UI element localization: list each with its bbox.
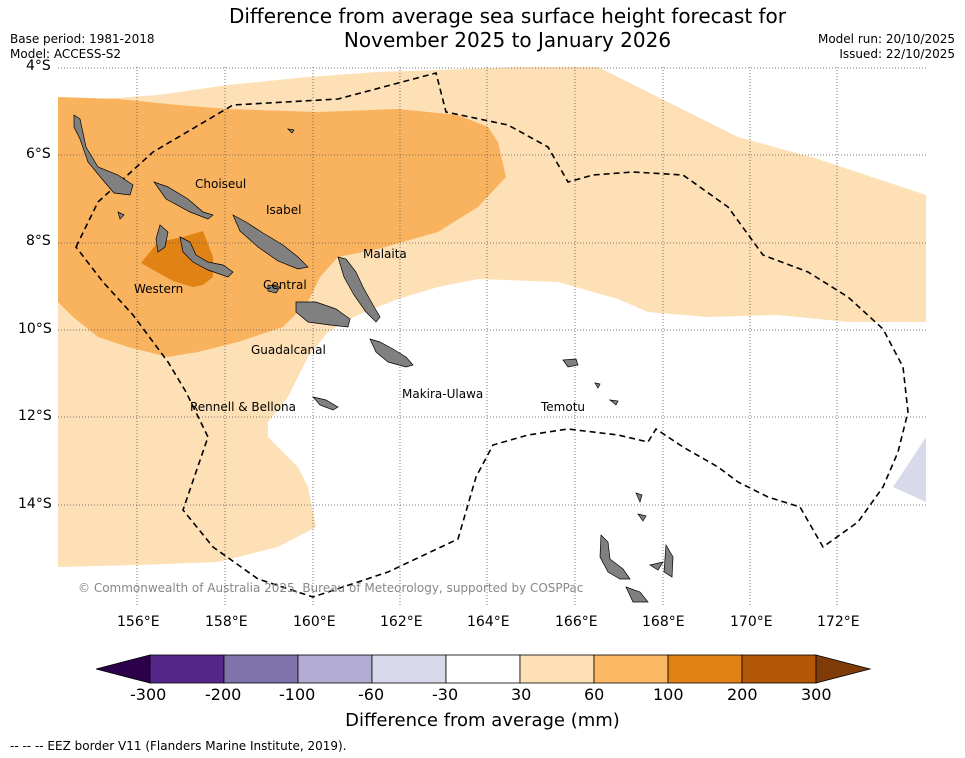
colorbar-swatch-1 <box>223 654 299 684</box>
colorbar-swatch-0 <box>149 654 225 684</box>
island-malaita <box>337 256 381 323</box>
meta-right: Model run: 20/10/2025 Issued: 22/10/2025 <box>818 32 955 62</box>
island-florida <box>267 284 281 294</box>
island-isabel <box>232 214 309 270</box>
island-malakula <box>663 543 674 578</box>
cb-tick-2: -100 <box>279 685 316 704</box>
colorbar-swatch-2 <box>297 654 373 684</box>
gridlines <box>58 67 926 607</box>
cb-tick-8: 200 <box>727 685 758 704</box>
cb-tick-4: -30 <box>432 685 459 704</box>
model-name: Model: ACCESS-S2 <box>10 47 122 61</box>
province-label-choiseul: Choiseul <box>195 177 246 191</box>
island-new-georgia <box>179 236 234 278</box>
colorbar-title: Difference from average (mm) <box>345 710 620 731</box>
island-small-1 <box>117 211 125 220</box>
lon-label-170e: 170°E <box>730 614 773 630</box>
island-rennell <box>312 396 339 411</box>
lon-label-162e: 162°E <box>380 614 423 630</box>
island-santa-cruz <box>562 358 579 368</box>
island-banks <box>637 513 647 522</box>
lat-label-8s: 8°S <box>26 233 51 249</box>
colorbar-swatch-8 <box>741 654 817 684</box>
province-label-isabel: Isabel <box>266 203 301 217</box>
eez-legend: -- -- -- EEZ border V11 (Flanders Marine… <box>10 739 347 753</box>
model-run: Model run: 20/10/2025 <box>817 32 955 46</box>
anomaly-neg-30-60-region <box>893 437 926 502</box>
base-period: Base period: 1981-2018 <box>10 32 155 46</box>
lat-label-12s: 12°S <box>18 408 52 424</box>
colorbar-swatch-6 <box>593 654 669 684</box>
copyright-notice: © Commonwealth of Australia 2025, Bureau… <box>78 581 583 595</box>
map-panel: Choiseul Isabel Malaita Western Central … <box>58 67 926 607</box>
cb-tick-1: -200 <box>205 685 242 704</box>
colorbar <box>96 654 872 684</box>
colorbar-swatch-7 <box>667 654 743 684</box>
islands <box>73 114 674 603</box>
island-ontong-java <box>286 128 295 134</box>
island-espiritu-santo <box>599 534 631 580</box>
cb-tick-0: -300 <box>130 685 167 704</box>
lat-label-14s: 14°S <box>18 496 52 512</box>
lon-label-160e: 160°E <box>293 614 336 630</box>
island-vanikoro <box>608 399 619 406</box>
province-label-rennell-bellona: Rennell & Bellona <box>190 400 296 414</box>
title-line-1: Difference from average sea surface heig… <box>228 4 787 28</box>
island-utupua <box>594 382 601 389</box>
issued-date: Issued: 22/10/2025 <box>839 47 955 61</box>
lon-label-158e: 158°E <box>205 614 248 630</box>
colorbar-swatch-4 <box>445 654 521 684</box>
colorbar-swatch-5 <box>519 654 595 684</box>
cb-tick-7: 100 <box>653 685 684 704</box>
province-label-malaita: Malaita <box>363 247 407 261</box>
lon-label-164e: 164°E <box>467 614 510 630</box>
island-vanuatu-south <box>625 586 649 603</box>
lon-label-172e: 172°E <box>817 614 860 630</box>
island-guadalcanal <box>295 301 351 328</box>
lon-label-156e: 156°E <box>117 614 160 630</box>
island-torres <box>635 492 643 504</box>
meta-left: Base period: 1981-2018 Model: ACCESS-S2 <box>10 32 155 62</box>
colorbar-extend-high <box>815 654 872 684</box>
province-label-western: Western <box>134 282 183 296</box>
cb-tick-3: -60 <box>358 685 385 704</box>
cb-tick-5: 30 <box>511 685 532 704</box>
colorbar-extend-low <box>96 654 151 684</box>
lat-label-10s: 10°S <box>18 321 52 337</box>
island-makira <box>369 338 414 368</box>
colorbar-swatch-3 <box>371 654 447 684</box>
island-ranongga <box>155 224 169 253</box>
island-ambae <box>649 561 664 571</box>
lat-label-4s: 4°S <box>26 58 51 74</box>
island-choiseul <box>73 114 134 196</box>
title-line-2: November 2025 to January 2026 <box>343 28 672 52</box>
colorbar-swatches <box>149 654 817 684</box>
province-label-guadalcanal: Guadalcanal <box>251 343 326 357</box>
cb-tick-6: 60 <box>584 685 605 704</box>
eez-border <box>75 72 909 598</box>
anomaly-60-100-region <box>58 97 506 357</box>
map-title: Difference from average sea surface heig… <box>0 4 965 52</box>
lon-label-168e: 168°E <box>642 614 685 630</box>
province-label-central: Central <box>263 278 307 292</box>
province-label-makira-ulawa: Makira-Ulawa <box>402 387 483 401</box>
lon-label-166e: 166°E <box>555 614 598 630</box>
province-label-temotu: Temotu <box>540 400 585 414</box>
cb-tick-9: 300 <box>801 685 832 704</box>
island-vella <box>153 181 214 220</box>
lat-label-6s: 6°S <box>26 146 51 162</box>
